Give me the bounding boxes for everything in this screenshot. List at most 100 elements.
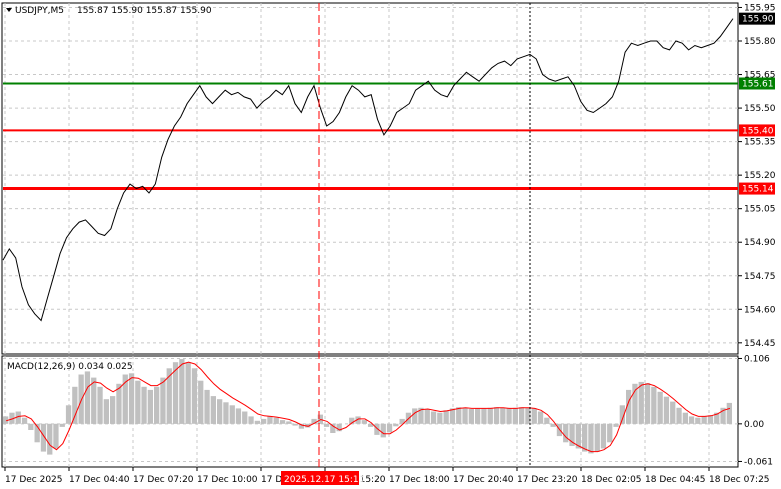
macd-bar (47, 423, 53, 455)
macd-bar (160, 377, 166, 424)
macd-bar (210, 396, 216, 424)
macd-bar (40, 423, 47, 452)
macd-bar (682, 412, 688, 424)
macd-bar (191, 368, 198, 424)
svg-text:2025.12.17 15:10: 2025.12.17 15:10 (284, 475, 365, 485)
price-tick-label: 155.65 (744, 71, 776, 81)
time-tick-label: 17 Dec 18:00 (389, 475, 450, 485)
macd-bar (701, 416, 707, 424)
macd-bar (594, 423, 600, 452)
macd-bar (223, 402, 229, 424)
price-tick-label: 155.05 (744, 205, 776, 215)
macd-bar (323, 423, 330, 427)
time-tick-label: 17 Dec 2025 (5, 475, 63, 485)
macd-bar (72, 386, 78, 424)
macd-bar (374, 423, 380, 435)
price-line-group (2, 18, 734, 322)
ohlc-label: 155.87 155.90 155.87 155.90 (77, 6, 212, 16)
macd-bar (714, 412, 720, 424)
macd-bar (638, 381, 644, 424)
time-tick-label: 17 Dec 10:00 (197, 475, 258, 485)
macd-bar (632, 383, 638, 424)
level-price-label: 155.61 (742, 79, 774, 89)
macd-bar (15, 411, 21, 424)
macd-bar (500, 407, 506, 424)
macd-bar (399, 418, 405, 424)
price-tick-label: 155.50 (744, 104, 776, 114)
macd-bar (487, 407, 493, 424)
macd-bar (481, 408, 487, 424)
macd-bar (59, 423, 65, 427)
macd-bar (166, 368, 172, 424)
macd-bar (443, 410, 449, 424)
macd-bar (651, 386, 657, 424)
macd-bar (720, 407, 726, 424)
macd-bar (179, 359, 185, 424)
macd-bar (525, 407, 531, 424)
macd-bar (135, 380, 141, 424)
macd-bar (355, 416, 361, 424)
macd-bar (537, 411, 544, 424)
macd-bar (235, 408, 242, 424)
macd-bar (657, 391, 663, 424)
price-plot-frame (1, 2, 739, 355)
macd-bar (53, 423, 59, 449)
macd-bar (707, 415, 714, 424)
macd-bar (91, 377, 97, 424)
time-tick-label: 17 Dec 20:40 (453, 475, 514, 485)
macd-bar (116, 383, 122, 424)
macd-bar (198, 380, 204, 424)
macd-bar (582, 423, 588, 452)
macd-bar (619, 405, 625, 424)
macd-bar (154, 386, 160, 424)
level-price-badge (739, 124, 775, 137)
macd-bar (267, 416, 273, 424)
macd-bar (575, 423, 581, 449)
macd-bar (34, 423, 40, 443)
symbol-label: USDJPY,M5 (15, 6, 64, 16)
price-tick-label: 155.95 (744, 3, 776, 13)
price-tick-label: 155.20 (744, 171, 776, 181)
macd-histogram (3, 359, 732, 455)
macd-bar (298, 423, 305, 429)
macd-bar (493, 407, 500, 424)
macd-tick-label: 0.106 (744, 354, 770, 364)
macd-bar (254, 420, 260, 424)
dropdown-triangle-icon[interactable] (6, 8, 12, 12)
macd-bar (84, 371, 91, 424)
macd-bar (726, 402, 732, 424)
macd-bar (147, 389, 153, 424)
level-price-badge (739, 182, 775, 195)
macd-bar (676, 407, 682, 424)
price-tick-label: 154.90 (744, 238, 776, 248)
grid-lines (3, 3, 738, 467)
macd-bar (512, 407, 518, 424)
macd-bar (462, 407, 468, 424)
macd-signal-line (5, 361, 731, 453)
macd-bar (361, 420, 367, 424)
macd-bar (78, 374, 84, 424)
macd-bar (437, 412, 443, 424)
macd-bar (569, 423, 575, 446)
macd-bar (128, 373, 135, 424)
level-price-label: 155.14 (742, 185, 774, 195)
macd-bar (644, 383, 651, 424)
macd-bar (122, 374, 128, 424)
macd-bar (204, 389, 210, 424)
macd-bar (28, 423, 34, 430)
macd-bar (670, 401, 676, 424)
macd-bar (305, 423, 311, 428)
price-tick-label: 154.60 (744, 305, 776, 315)
macd-bar (475, 408, 481, 424)
macd-bar (506, 408, 512, 424)
macd-title: MACD(12,26,9) 0.034 0.025 (7, 362, 133, 372)
price-tick-label: 154.75 (744, 272, 776, 282)
macd-bar (21, 417, 28, 424)
time-tick-label: 17 Dec 04:40 (69, 475, 130, 485)
macd-bar (286, 421, 292, 424)
macd-bar (663, 396, 670, 424)
macd-bar (103, 399, 109, 424)
macd-bar (695, 417, 701, 424)
macd-bar (110, 396, 116, 424)
